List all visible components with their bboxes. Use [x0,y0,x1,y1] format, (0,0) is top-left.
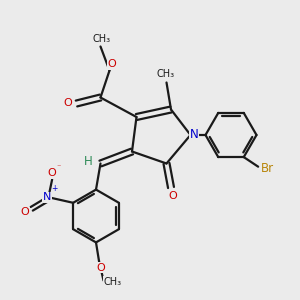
Text: O: O [168,191,177,201]
Text: H: H [83,154,92,168]
Text: N: N [190,128,199,141]
Text: +: + [52,184,58,193]
Text: CH₃: CH₃ [93,34,111,44]
Text: Br: Br [261,162,274,175]
Text: O: O [64,98,73,109]
Text: ⁻: ⁻ [57,162,61,171]
Text: N: N [43,192,51,203]
Text: O: O [107,59,116,69]
Text: O: O [96,262,105,273]
Text: CH₃: CH₃ [103,277,122,287]
Text: CH₃: CH₃ [157,69,175,79]
Text: O: O [48,168,56,178]
Text: O: O [21,207,29,218]
